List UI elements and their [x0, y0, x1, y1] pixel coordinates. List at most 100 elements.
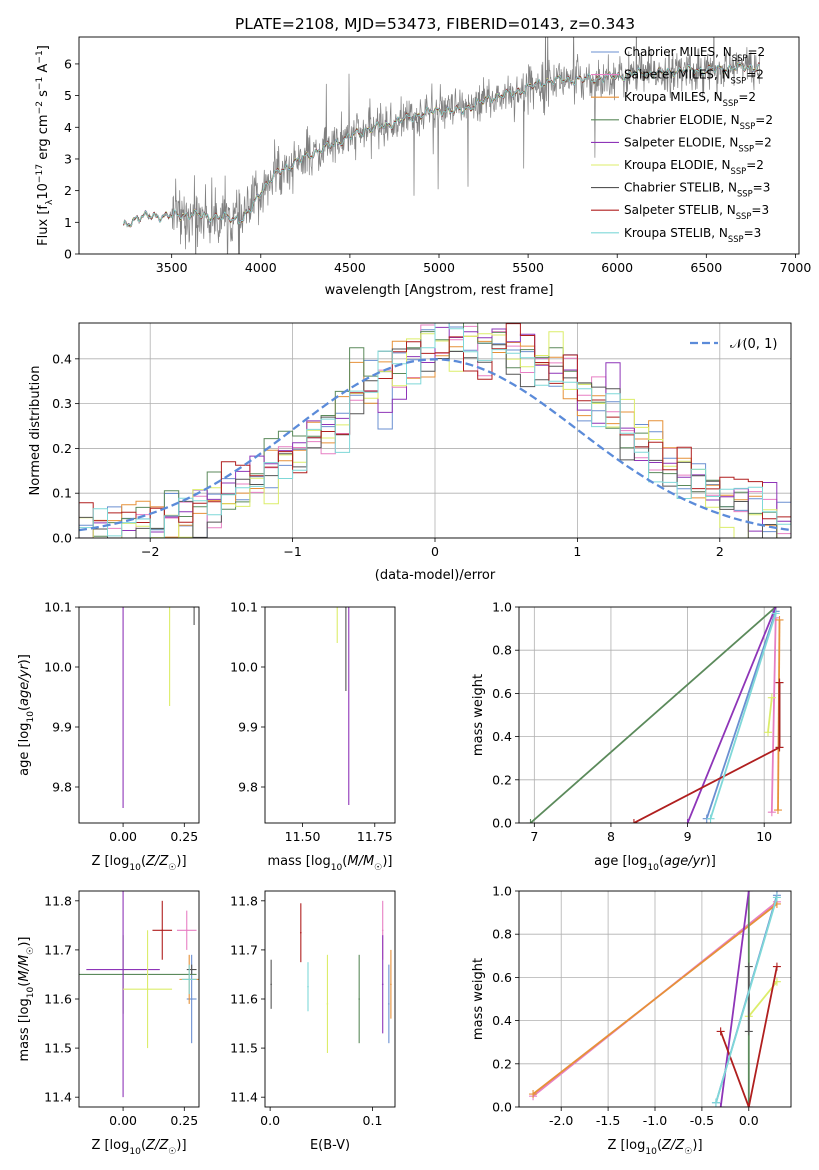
- errorbar-point: [342, 567, 344, 569]
- y-tick-label: 3: [64, 151, 72, 166]
- mass-weight-marker: [773, 806, 782, 815]
- errorbar-point: [169, 597, 171, 599]
- mass-weight-line: [705, 611, 777, 819]
- errorbar-point: [122, 968, 124, 971]
- axes-frame: [518, 606, 792, 824]
- y-axis-label: mass weight: [471, 674, 486, 756]
- axes-frame: [78, 36, 800, 255]
- legend-entry: Salpeter ELODIE, NSSP=2: [624, 135, 772, 153]
- mass-weight-marker: [775, 743, 784, 752]
- errorbar-point: [161, 929, 164, 932]
- x-tick-label: -1.0: [643, 1113, 667, 1128]
- mass-weight-marker: [764, 728, 773, 737]
- y-tick-label: 10.0: [230, 660, 258, 675]
- panel-age_vs_mass: 11.50 11.75 9.8 9.9 10.0 10.1 mass [log10(M/M☉…: [230, 561, 396, 873]
- x-tick-label: 0.0: [739, 1113, 759, 1128]
- mass-weight-marker: [683, 819, 692, 823]
- y-tick-label: 0.1: [52, 486, 72, 501]
- mass-weight-marker: [744, 891, 753, 895]
- mass-weight-marker: [716, 1103, 725, 1107]
- plot-area: [519, 607, 791, 823]
- errorbar-point: [360, 561, 362, 563]
- y-axis-label: Normed distribution: [28, 366, 43, 496]
- errorbar-point: [191, 561, 193, 563]
- errorbar-point: [345, 570, 347, 572]
- mass-weight-marker: [529, 1090, 538, 1099]
- x-tick-label: -2.0: [549, 1113, 573, 1128]
- x-tick-label: 8: [607, 829, 615, 844]
- y-tick-label: 11.6: [230, 992, 258, 1007]
- x-tick-label: 0.25: [170, 1113, 198, 1128]
- mass-weight-line: [633, 682, 781, 823]
- x-tick-label: 0.00: [109, 1113, 137, 1128]
- errorbar-point: [381, 983, 384, 986]
- mass-weight-line: [709, 613, 777, 819]
- errorbar-point: [388, 1003, 390, 1005]
- histogram-series: [79, 344, 791, 538]
- y-tick-label: 11.8: [44, 893, 72, 908]
- histogram-series: [79, 323, 791, 538]
- x-axis-label: Z [log10(Z/Z☉)]: [607, 1138, 702, 1157]
- errorbar-point: [326, 1003, 329, 1005]
- y-tick-label: 0.6: [492, 970, 512, 985]
- x-tick-label: 2: [716, 544, 724, 559]
- y-tick-label: 1: [64, 215, 72, 230]
- mass-weight-marker: [775, 615, 784, 624]
- panel-age_vs_Z: 0.00 0.25 9.8 9.9 10.0 10.1 Z [log10(Z/Z☉)] age…: [17, 561, 200, 873]
- x-tick-label: 5000: [423, 260, 455, 275]
- errorbar-point: [146, 988, 149, 990]
- legend-entry: Salpeter MILES, NSSP=2: [624, 68, 764, 86]
- plot-area: [336, 561, 362, 805]
- mass-weight-marker: [775, 678, 784, 687]
- y-tick-label: 0.4: [492, 1013, 512, 1028]
- mass-weight-marker: [744, 1027, 753, 1036]
- y-tick-label: 11.7: [44, 942, 72, 957]
- legend-entry: Kroupa ELODIE, NSSP=2: [624, 158, 764, 176]
- y-tick-label: 11.8: [230, 893, 258, 908]
- mass-weight-marker: [629, 819, 638, 823]
- axes-frame: [264, 606, 396, 824]
- normal-curve: [79, 358, 791, 532]
- x-tick-label: 10: [756, 829, 772, 844]
- spectrum-data: [123, 37, 761, 254]
- x-tick-label: -0.5: [690, 1113, 714, 1128]
- x-tick-label: 9: [684, 829, 692, 844]
- spectrum-model-line: [123, 62, 760, 227]
- errorbar-point: [122, 579, 124, 581]
- y-tick-label: 5: [64, 88, 72, 103]
- mass-weight-marker: [711, 1098, 720, 1107]
- mass-weight-line: [686, 607, 777, 823]
- y-tick-label: 0.8: [492, 927, 512, 942]
- axes-frame: [518, 890, 792, 1108]
- y-tick-label: 10.1: [44, 600, 72, 615]
- y-tick-label: 11.6: [44, 992, 72, 1007]
- errorbar-point: [390, 983, 392, 986]
- y-tick-label: 0.6: [492, 686, 512, 701]
- plot-area: [270, 900, 392, 1053]
- x-axis-label: age [log10(age/yr)]: [594, 854, 716, 873]
- errorbar-point: [345, 561, 347, 563]
- legend-entry: Chabrier STELIB, NSSP=3: [624, 181, 770, 199]
- legend-entry: 𝒩(0, 1): [730, 337, 777, 352]
- y-tick-label: 2: [64, 183, 72, 198]
- mass-weight-marker: [716, 1027, 725, 1036]
- x-tick-label: 6500: [690, 260, 722, 275]
- axes-frame: [78, 890, 200, 1108]
- x-tick-label: 11.75: [357, 829, 393, 844]
- x-axis-label: wavelength [Angstrom, rest frame]: [325, 283, 554, 298]
- x-tick-label: -1.5: [596, 1113, 620, 1128]
- y-axis-label: age [log10(age/yr)]: [17, 654, 36, 776]
- x-tick-label: −1: [283, 544, 301, 559]
- x-tick-label: 11.50: [285, 829, 321, 844]
- x-tick-label: 0.0: [260, 1113, 280, 1128]
- y-tick-label: 11.7: [230, 942, 258, 957]
- errorbar-point: [300, 931, 302, 934]
- y-tick-label: 6: [64, 56, 72, 71]
- legend-entry: Kroupa STELIB, NSSP=3: [624, 226, 761, 244]
- x-tick-label: −2: [141, 544, 159, 559]
- plot-area: [79, 323, 791, 538]
- plot-area: [122, 561, 195, 808]
- y-tick-label: 0: [64, 247, 72, 262]
- errorbar-point: [270, 983, 272, 986]
